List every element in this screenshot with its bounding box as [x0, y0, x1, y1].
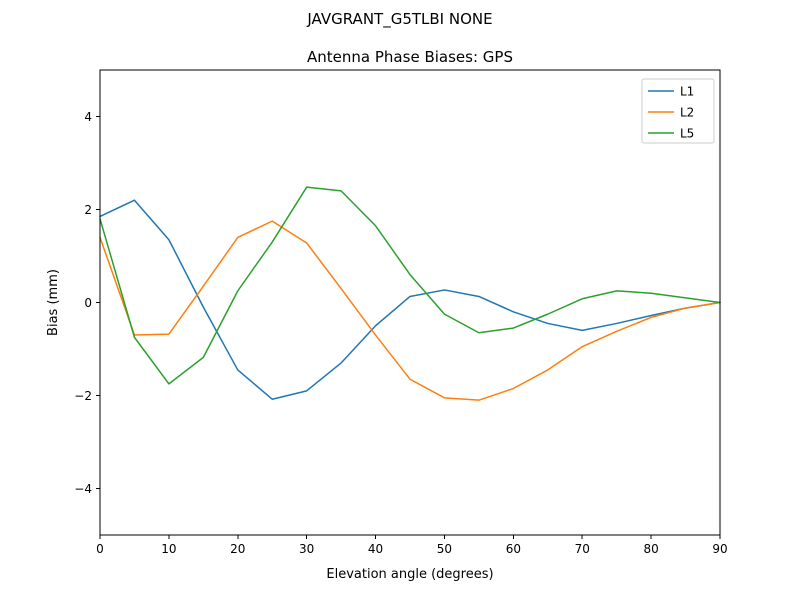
- figure-suptitle: JAVGRANT_G5TLBI NONE: [306, 10, 492, 29]
- axis-ticks: 0 10 20 30 40 50 60 70 80 90 −4 −2 0 2 4: [74, 110, 727, 556]
- x-tick-label: 30: [299, 542, 314, 556]
- series-line-l1: [99, 199, 721, 400]
- x-tick-label: 70: [575, 542, 590, 556]
- axes-title: Antenna Phase Biases: GPS: [307, 48, 513, 66]
- y-tick-label: −2: [74, 389, 92, 403]
- x-tick-label: 60: [506, 542, 521, 556]
- series-line-l5: [99, 186, 721, 385]
- legend-box: [641, 78, 715, 144]
- x-axis-label: Elevation angle (degrees): [326, 567, 493, 582]
- x-tick-label: 80: [643, 542, 658, 556]
- legend-item-l5: L5: [648, 127, 694, 141]
- legend-item-l1: L1: [648, 85, 694, 99]
- legend: L1 L2 L5: [641, 78, 715, 144]
- x-tick-label: 40: [368, 542, 383, 556]
- x-tick-label: 90: [712, 542, 727, 556]
- series-line-l2: [99, 220, 721, 401]
- legend-label-l1: L1: [680, 85, 694, 99]
- x-tick-label: 20: [230, 542, 245, 556]
- legend-item-l2: L2: [648, 106, 694, 120]
- y-tick-label: −4: [74, 482, 92, 496]
- x-tick-label: 50: [437, 542, 452, 556]
- plot-area: [99, 186, 721, 401]
- y-tick-label: 0: [84, 296, 92, 310]
- x-tick-label: 10: [161, 542, 176, 556]
- y-tick-label: 2: [84, 203, 92, 217]
- x-tick-label: 0: [96, 542, 104, 556]
- y-tick-label: 4: [84, 110, 92, 124]
- legend-label-l2: L2: [680, 106, 694, 120]
- legend-label-l5: L5: [680, 127, 694, 141]
- y-axis-label: Bias (mm): [46, 269, 61, 336]
